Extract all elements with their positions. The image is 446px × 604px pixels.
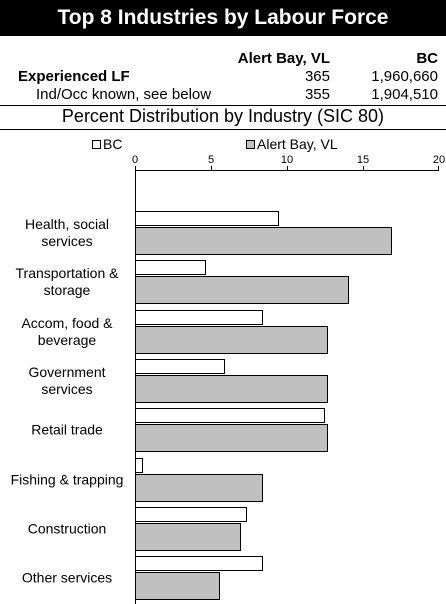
- x-tick-label: 20: [432, 154, 446, 166]
- category-label: Retail trade: [31, 421, 103, 438]
- legend-label: Alert Bay, VL: [257, 136, 338, 152]
- bar: [135, 309, 263, 325]
- tick-mark: [363, 166, 364, 170]
- bar: [135, 408, 325, 424]
- x-tick-label: 5: [207, 154, 215, 166]
- bar: [135, 276, 350, 305]
- cell: 355: [304, 86, 330, 103]
- category-label: Accom, food & beverage: [21, 314, 113, 348]
- category-label: Government services: [28, 363, 106, 397]
- legend-swatch: [246, 140, 255, 149]
- x-tick-label: 10: [280, 154, 294, 166]
- tick-mark: [135, 166, 136, 170]
- cell: 1,960,660: [371, 68, 438, 85]
- bar: [135, 227, 392, 255]
- bar: [135, 260, 207, 276]
- bar: [135, 506, 248, 522]
- bar: [135, 211, 280, 226]
- category-label: Other services: [21, 569, 113, 586]
- row-label: Experienced LF: [18, 68, 130, 85]
- tick-mark: [211, 166, 212, 170]
- category-label: Construction: [27, 520, 107, 537]
- legend-label: BC: [103, 136, 123, 152]
- bar: [135, 522, 242, 551]
- column-header: BC: [416, 50, 438, 67]
- x-tick-label: 0: [131, 154, 139, 166]
- row-label: Ind/Occ known, see below: [36, 86, 212, 103]
- bar: [135, 374, 329, 403]
- cell: 365: [304, 68, 330, 85]
- category-label: Health, social services: [24, 216, 110, 249]
- bar: [135, 572, 221, 601]
- chart-title: Percent Distribution by Industry (SIC 80…: [61, 106, 385, 126]
- divider: [0, 105, 446, 106]
- legend-swatch: [92, 140, 101, 149]
- column-header: Alert Bay, VL: [237, 50, 330, 67]
- divider: [0, 129, 446, 130]
- bar: [135, 473, 263, 502]
- bar: [135, 358, 225, 374]
- bar: [135, 325, 329, 354]
- bar: [135, 457, 143, 473]
- tick-mark: [287, 166, 288, 170]
- category-label: Transportation & storage: [15, 265, 119, 299]
- cell: 1,904,510: [371, 86, 438, 103]
- bar: [135, 424, 329, 453]
- title: Top 8 Industries by Labour Force: [0, 0, 446, 36]
- category-label: Fishing & trapping: [10, 471, 124, 487]
- bar: [135, 556, 263, 572]
- x-tick-label: 15: [356, 154, 370, 166]
- tick-mark: [438, 166, 439, 170]
- x-axis: [135, 170, 439, 171]
